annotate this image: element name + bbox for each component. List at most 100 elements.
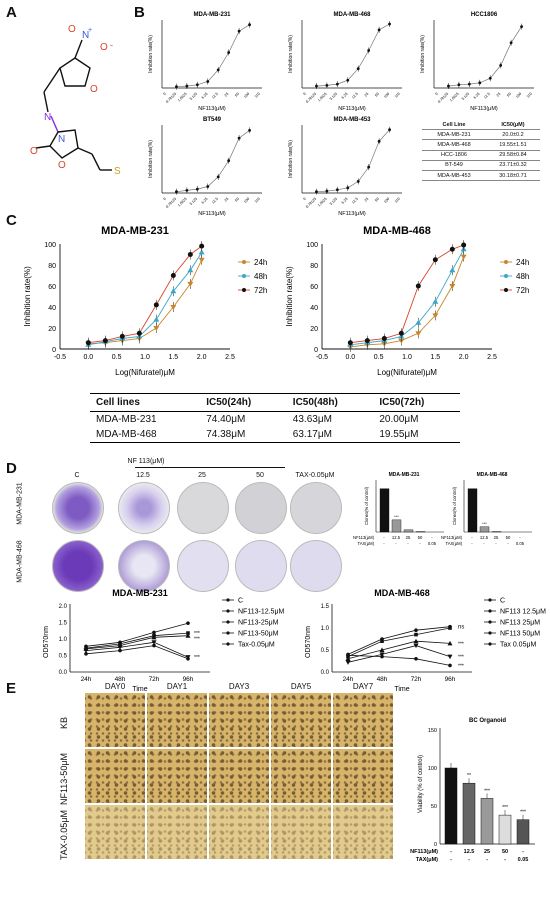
data-point	[449, 284, 456, 289]
y-tick-label: 60	[310, 284, 318, 291]
tick-label: 0	[302, 197, 306, 201]
legend-label: Tax-0.05μM	[238, 642, 275, 649]
sig-label: ns	[458, 625, 464, 631]
data-point	[432, 298, 439, 304]
ic50-value: 23.71±0.32	[485, 160, 540, 171]
y-tick-label: 100	[44, 242, 56, 249]
organoid-texture	[209, 749, 269, 803]
bar	[444, 767, 458, 845]
table-cell: 74.40μM	[206, 414, 246, 425]
series-line	[347, 645, 451, 663]
colony-plate	[177, 482, 229, 534]
data-point	[377, 28, 381, 32]
day-label: DAY3	[228, 682, 250, 691]
col-value: 12.5	[480, 535, 489, 540]
chart-title: MDA-MB-468	[363, 225, 431, 237]
y-axis-label: Inhibition rate(%)	[148, 35, 154, 73]
y-tick-label: 40	[48, 305, 56, 312]
ic50-header-value: IC50(μM)	[485, 120, 540, 131]
data-point	[248, 128, 251, 132]
y-tick-label: 40	[310, 305, 318, 312]
data-point	[449, 246, 455, 252]
legend-marker	[226, 609, 230, 613]
sig-label: ***	[520, 810, 526, 816]
x-axis-label: Log(Nifuratel)μM	[115, 368, 175, 377]
data-point	[345, 656, 351, 661]
series-line	[350, 249, 465, 346]
data-point	[432, 257, 438, 263]
data-point	[448, 663, 452, 668]
data-point	[237, 136, 241, 140]
data-point	[414, 628, 418, 632]
organoid-texture	[147, 693, 207, 747]
data-point	[186, 631, 190, 635]
tick-label: 3.125	[189, 197, 198, 206]
organoid-image	[84, 748, 146, 804]
tick-label: 0.78125	[305, 92, 317, 104]
ic50-cell: BT-549	[422, 160, 486, 171]
tick-label: 100	[383, 92, 390, 99]
col-value: 25	[406, 535, 411, 540]
tick-label: 50	[234, 197, 240, 203]
tick-label: 0.78125	[305, 197, 317, 209]
col-label-tax: TAX-0.05μM	[295, 472, 335, 479]
tick-label: 0.78125	[437, 92, 449, 104]
tick-label: 100	[243, 92, 250, 99]
y-tick-label: 0.0	[59, 670, 68, 676]
ic50-cell: MDA-MB-231	[422, 129, 486, 141]
x-tick-label: 0.5	[112, 354, 122, 361]
tick-label: 1.5625	[317, 197, 328, 208]
y-tick-label: 20	[48, 326, 56, 333]
sig-label: ***	[394, 514, 399, 519]
legend-marker	[488, 598, 492, 602]
x-tick-label: 2.0	[197, 354, 207, 361]
row-label: NF113(μM)	[410, 849, 438, 855]
col-value: -	[431, 535, 433, 540]
data-point	[380, 654, 384, 659]
y-tick-label: 1.0	[59, 637, 68, 643]
data-point	[152, 643, 156, 648]
col-value: -	[450, 857, 452, 863]
series-line	[347, 640, 451, 660]
col-value: -	[507, 541, 509, 546]
data-point	[153, 326, 160, 331]
data-point	[227, 159, 231, 163]
col-label-50: 50	[256, 472, 264, 479]
data-point	[315, 84, 318, 88]
col-value: -	[522, 849, 524, 855]
row-label: TAX(μM)	[357, 541, 374, 546]
data-point	[206, 80, 210, 83]
legend-marker	[488, 620, 492, 624]
panel-label-b: B	[134, 4, 145, 21]
organoid-texture	[209, 693, 269, 747]
series-line	[85, 632, 189, 649]
data-point	[248, 23, 251, 27]
col-value: 25	[484, 849, 490, 855]
series-line	[347, 654, 451, 666]
fit-curve	[176, 130, 250, 193]
y-axis-label: Viability (% of control)	[418, 755, 424, 813]
col-header: IC50(24h)	[200, 393, 287, 412]
bar	[403, 529, 414, 533]
data-point	[83, 648, 89, 654]
x-axis-label: NF113(μM)	[338, 106, 366, 112]
tick-label: 12.5	[351, 197, 359, 205]
tick-label: 25	[496, 92, 502, 98]
tick-label: 6.25	[341, 197, 349, 205]
data-point	[170, 273, 176, 278]
data-point	[346, 78, 350, 82]
x-axis-label: Time	[132, 686, 147, 693]
sig-label: ***	[194, 631, 200, 637]
organoid-image	[332, 804, 394, 860]
data-point	[335, 188, 339, 192]
col-label-25: 25	[198, 472, 206, 479]
data-point	[195, 187, 199, 191]
x-tick-label: 96h	[445, 676, 456, 683]
atom-o3: O	[90, 84, 98, 95]
organoid-texture	[333, 805, 393, 859]
colony-plate	[290, 540, 342, 592]
data-point	[153, 302, 159, 308]
nf113-bracket	[135, 467, 285, 468]
series-line	[85, 622, 189, 647]
col-value: -	[495, 541, 497, 546]
